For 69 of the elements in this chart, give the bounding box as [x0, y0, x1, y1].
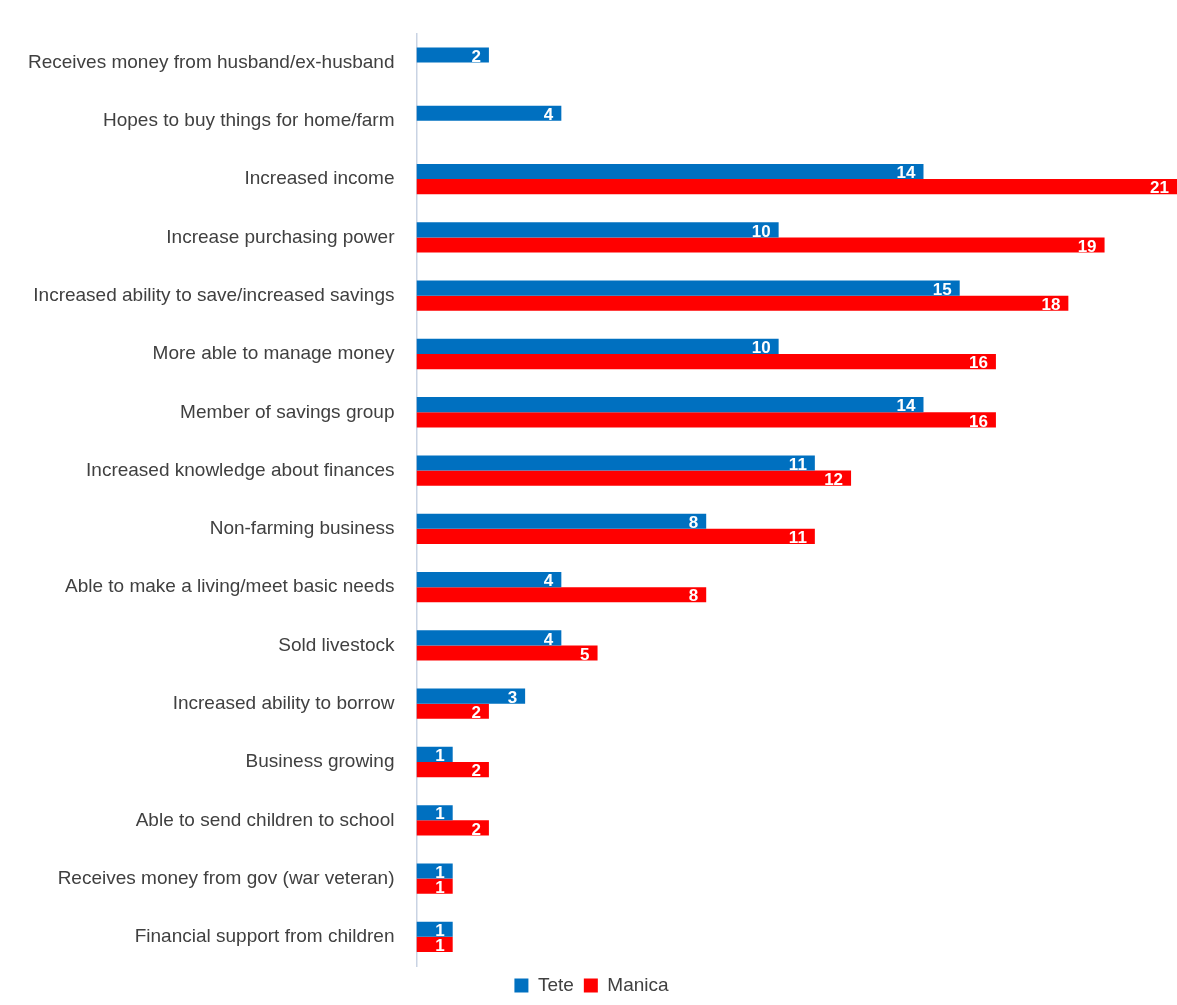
y-tick-label: Increased ability to borrow: [172, 691, 395, 713]
bar: [416, 163, 924, 180]
data-label: 10: [751, 221, 771, 241]
bar: [416, 630, 562, 646]
bar: [416, 353, 996, 370]
bar: [416, 179, 1177, 195]
data-label: 11: [788, 528, 807, 548]
legend-label: Manica: [607, 973, 670, 995]
bar: [416, 703, 489, 719]
bar: [416, 237, 1105, 253]
bar: [416, 412, 996, 428]
y-tick-label: Increase purchasing power: [166, 225, 396, 247]
data-label: 10: [751, 338, 771, 358]
data-label: 1: [435, 804, 445, 824]
data-label: 8: [688, 512, 699, 532]
y-tick-label: Member of savings group: [180, 400, 395, 422]
bar: [416, 397, 924, 413]
data-label: 2: [471, 46, 481, 66]
data-label: 14: [896, 163, 917, 183]
bar: [416, 688, 526, 704]
data-label: 5: [580, 644, 590, 664]
bar: [416, 295, 1069, 311]
data-label: 18: [1041, 294, 1061, 314]
bar: [416, 280, 960, 296]
bar: [416, 587, 707, 603]
y-tick-label: Financial support from children: [134, 925, 395, 947]
data-label: 2: [471, 702, 481, 722]
bar: [416, 470, 852, 486]
data-label: 16: [969, 353, 988, 373]
bar: [416, 47, 489, 63]
legend-label: Tete: [537, 973, 574, 995]
data-label: 16: [969, 411, 988, 431]
bar: [416, 338, 779, 354]
bar: [416, 820, 489, 836]
data-label: 2: [471, 819, 481, 839]
data-label: 19: [1077, 236, 1097, 256]
data-label: 4: [543, 571, 554, 591]
y-tick-label: Receives money from gov (war veteran): [57, 866, 395, 888]
data-label: 4: [543, 104, 554, 124]
y-tick-label: Increased knowledge about finances: [86, 458, 395, 480]
y-tick-label: Sold livestock: [278, 633, 395, 655]
y-tick-label: Able to send children to school: [135, 808, 395, 830]
data-label: 1: [435, 746, 445, 766]
y-tick-label: Business growing: [245, 750, 395, 772]
data-label: 11: [788, 454, 807, 474]
y-tick-label: Hopes to buy things for home/farm: [103, 109, 395, 131]
bar: [416, 222, 779, 238]
data-label: 15: [932, 279, 952, 299]
bar: [416, 105, 562, 121]
data-label: 21: [1150, 178, 1169, 198]
bar: [416, 863, 453, 879]
bar: [416, 571, 562, 588]
bar: [416, 761, 489, 778]
data-label: 3: [507, 687, 518, 707]
y-tick-label: Non-farming business: [209, 517, 395, 539]
y-tick-label: Increased income: [244, 167, 395, 189]
bar: [416, 528, 815, 544]
y-tick-label: Increased ability to save/increased savings: [33, 283, 395, 305]
data-label: 8: [688, 586, 699, 606]
bar: [416, 645, 598, 661]
data-label: 14: [896, 396, 917, 416]
bar: [416, 455, 815, 471]
data-label: 12: [824, 469, 844, 489]
y-tick-label: Receives money from husband/ex-husband: [28, 50, 395, 72]
data-label: 2: [471, 761, 481, 781]
data-label: 4: [543, 629, 554, 649]
bar: [416, 513, 707, 529]
y-tick-label: More able to manage money: [152, 342, 395, 364]
y-tick-label: Able to make a living/meet basic needs: [64, 575, 395, 597]
